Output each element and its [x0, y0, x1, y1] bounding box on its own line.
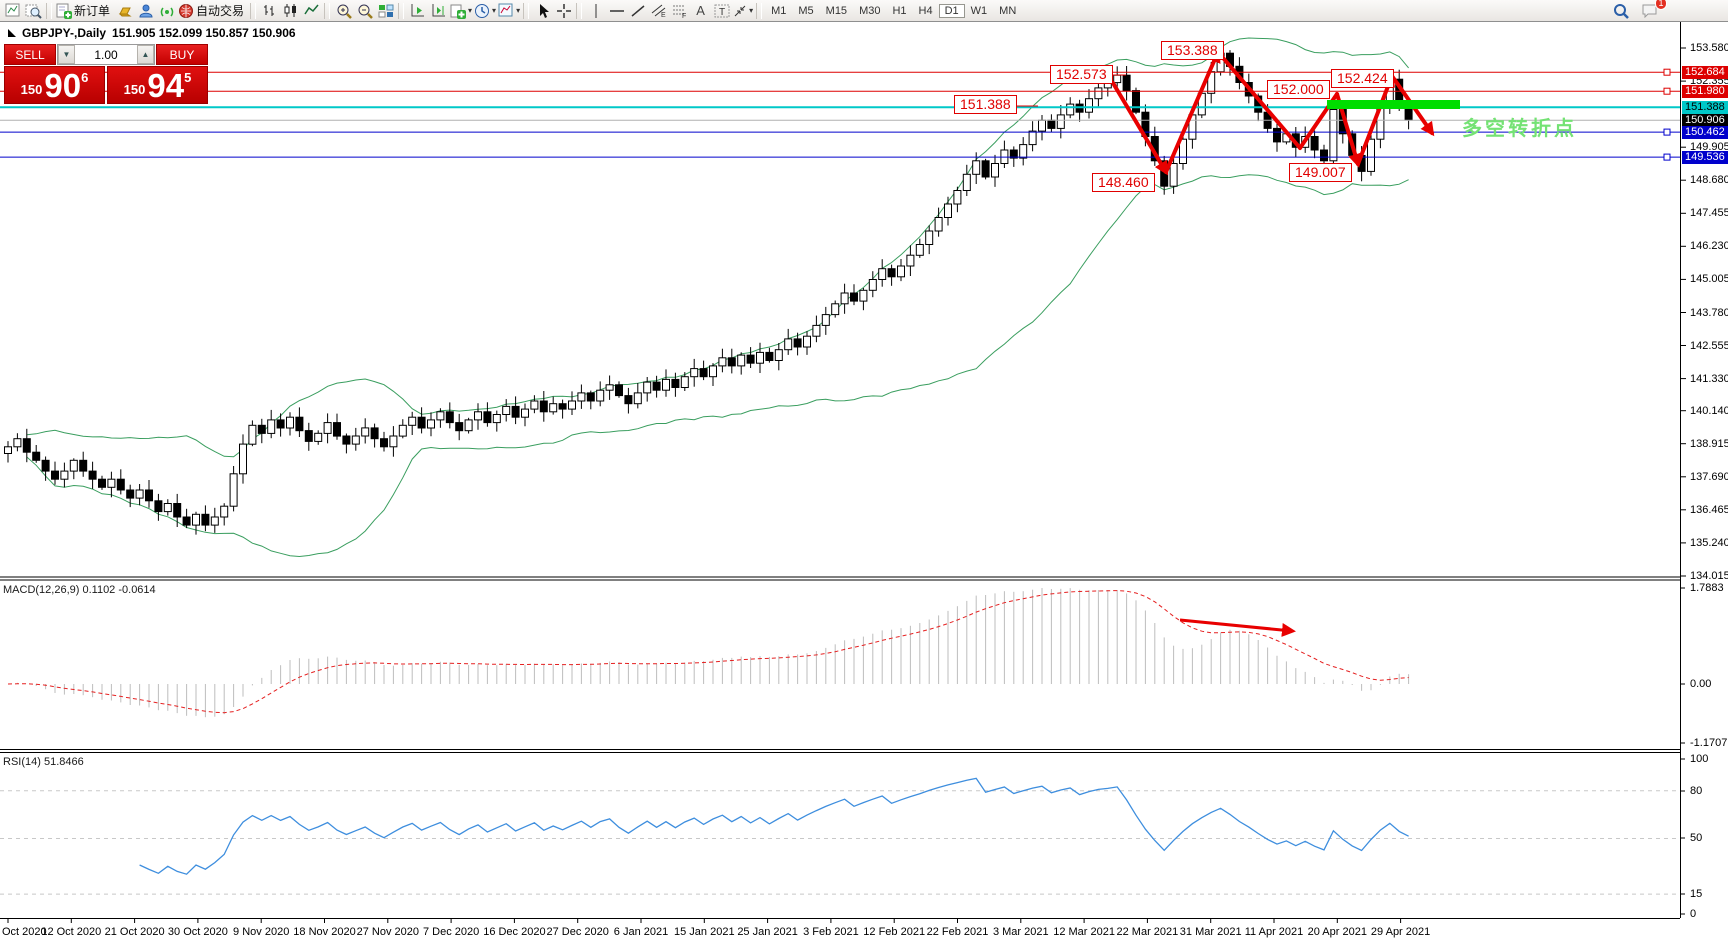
buy-price-sup: 5 — [184, 70, 192, 85]
toolbar-separator — [523, 2, 530, 19]
svg-text:T: T — [719, 7, 725, 18]
text-label-tool-icon[interactable]: T — [711, 1, 732, 21]
toolbar-separator — [756, 2, 763, 19]
periods-icon[interactable]: ▾ — [473, 1, 497, 21]
hline-handle — [1663, 128, 1671, 136]
timeframe-group: M1 M5 M15 M30 H1 H4 D1 W1 MN — [765, 3, 1022, 18]
bar-chart-type-icon[interactable] — [259, 1, 280, 21]
timeframe-M30[interactable]: M30 — [859, 4, 881, 17]
periods-dropdown-caret[interactable]: ▾ — [492, 5, 497, 15]
hline-handle — [1663, 68, 1671, 76]
hline-handle — [1663, 87, 1671, 95]
chat-icon[interactable]: 1 — [1639, 0, 1667, 21]
timeframe-M1[interactable]: M1 — [771, 4, 787, 17]
rsi-level-lines — [0, 790, 1680, 895]
sell-button[interactable]: SELL — [4, 44, 56, 65]
buy-price-panel[interactable]: 150 94 5 — [107, 66, 208, 104]
zoom-out-icon[interactable] — [354, 1, 375, 21]
buy-price-big: 94 — [147, 67, 185, 104]
buy-button[interactable]: BUY — [156, 44, 208, 65]
search-icon[interactable] — [1610, 1, 1631, 21]
chart-shift-icon[interactable] — [428, 1, 449, 21]
band-upper — [26, 37, 1409, 458]
line-chart-type-icon[interactable] — [301, 1, 322, 21]
band-lower — [26, 174, 1409, 558]
indicators-icon[interactable]: ▾ — [449, 1, 473, 21]
volume-increase-button[interactable]: ▲ — [137, 45, 154, 64]
timeframe-H1[interactable]: H1 — [892, 4, 907, 17]
sell-price-small: 150 — [20, 82, 43, 97]
trend-arrow-segment — [1216, 50, 1302, 150]
main-toolbar: 新订单 自动交易 — [0, 0, 1728, 22]
macd-histogram — [16, 588, 1410, 718]
arrows-tool-icon[interactable]: ▾ — [732, 1, 754, 21]
cursor-tool-icon[interactable] — [532, 1, 553, 21]
arrows-dropdown-caret[interactable]: ▾ — [749, 5, 754, 15]
templates-icon[interactable]: ▾ — [497, 1, 521, 21]
toolbar-separator — [324, 2, 331, 19]
trend-arrow-segment — [1356, 72, 1395, 166]
timeframe-W1[interactable]: W1 — [970, 4, 988, 17]
one-click-trade-widget: SELL ▼ ▲ BUY 150 90 6 150 94 5 — [4, 44, 208, 104]
profiles-icon[interactable] — [23, 1, 44, 21]
trend-arrow-segment — [1164, 48, 1221, 174]
buy-price-small: 150 — [123, 82, 146, 97]
toolbar-right-group: 1 — [1610, 0, 1667, 21]
fibonacci-tool-icon[interactable]: F — [669, 1, 690, 21]
horizontal-line-tool-icon[interactable] — [606, 1, 627, 21]
support-zone-bar[interactable] — [1327, 100, 1460, 109]
axis-frame — [0, 22, 1686, 923]
new-chart-icon[interactable] — [2, 1, 23, 21]
toolbar-separator — [250, 2, 257, 19]
candlestick-chart-type-icon[interactable] — [280, 1, 301, 21]
auto-scroll-icon[interactable] — [407, 1, 428, 21]
zoom-in-icon[interactable] — [333, 1, 354, 21]
macd-signal-line — [7, 590, 1409, 714]
timeframe-MN[interactable]: MN — [999, 4, 1017, 17]
indicators-dropdown-caret[interactable]: ▾ — [468, 5, 473, 15]
trend-arrow-annotations[interactable] — [1016, 48, 1435, 176]
equidistant-channel-tool-icon[interactable]: E — [648, 1, 669, 21]
templates-dropdown-caret[interactable]: ▾ — [516, 5, 521, 15]
rsi-line — [139, 777, 1409, 875]
new-order-label: 新订单 — [74, 4, 111, 18]
community-icon[interactable] — [135, 1, 156, 21]
macd-trend-arrow[interactable] — [1179, 618, 1296, 637]
sell-price-big: 90 — [44, 67, 82, 104]
trend-arrow-segment — [1111, 81, 1169, 176]
timeframe-M5[interactable]: M5 — [798, 4, 814, 17]
autotrading-label: 自动交易 — [196, 4, 245, 18]
toolbar-separator — [576, 2, 583, 19]
sell-price-sup: 6 — [81, 70, 89, 85]
sell-price-panel[interactable]: 150 90 6 — [4, 66, 105, 104]
trendline-tool-icon[interactable] — [627, 1, 648, 21]
toolbar-separator — [46, 2, 52, 19]
horizontal-level-lines[interactable] — [0, 68, 1680, 161]
candles — [4, 45, 1413, 535]
timeframe-H4[interactable]: H4 — [918, 4, 933, 17]
svg-text:E: E — [661, 12, 666, 18]
volume-stepper: ▼ ▲ — [57, 44, 155, 65]
signals-icon[interactable] — [156, 1, 177, 21]
vertical-line-tool-icon[interactable] — [585, 1, 606, 21]
svg-text:F: F — [682, 13, 686, 18]
autotrading-button[interactable]: 自动交易 — [177, 1, 248, 21]
band-lines — [26, 37, 1409, 558]
toolbar-separator — [398, 2, 405, 19]
notification-badge: 1 — [1655, 0, 1667, 10]
volume-input[interactable] — [75, 45, 137, 64]
new-order-button[interactable]: 新订单 — [55, 1, 114, 21]
timeframe-M15[interactable]: M15 — [825, 4, 848, 17]
volume-decrease-button[interactable]: ▼ — [58, 45, 75, 64]
hline-handle — [1663, 153, 1671, 161]
text-tool-icon[interactable]: A — [696, 3, 705, 18]
timeframe-D1[interactable]: D1 — [938, 3, 965, 18]
tile-windows-icon[interactable] — [375, 1, 396, 21]
crosshair-tool-icon[interactable] — [553, 1, 574, 21]
market-icon[interactable] — [114, 1, 135, 21]
